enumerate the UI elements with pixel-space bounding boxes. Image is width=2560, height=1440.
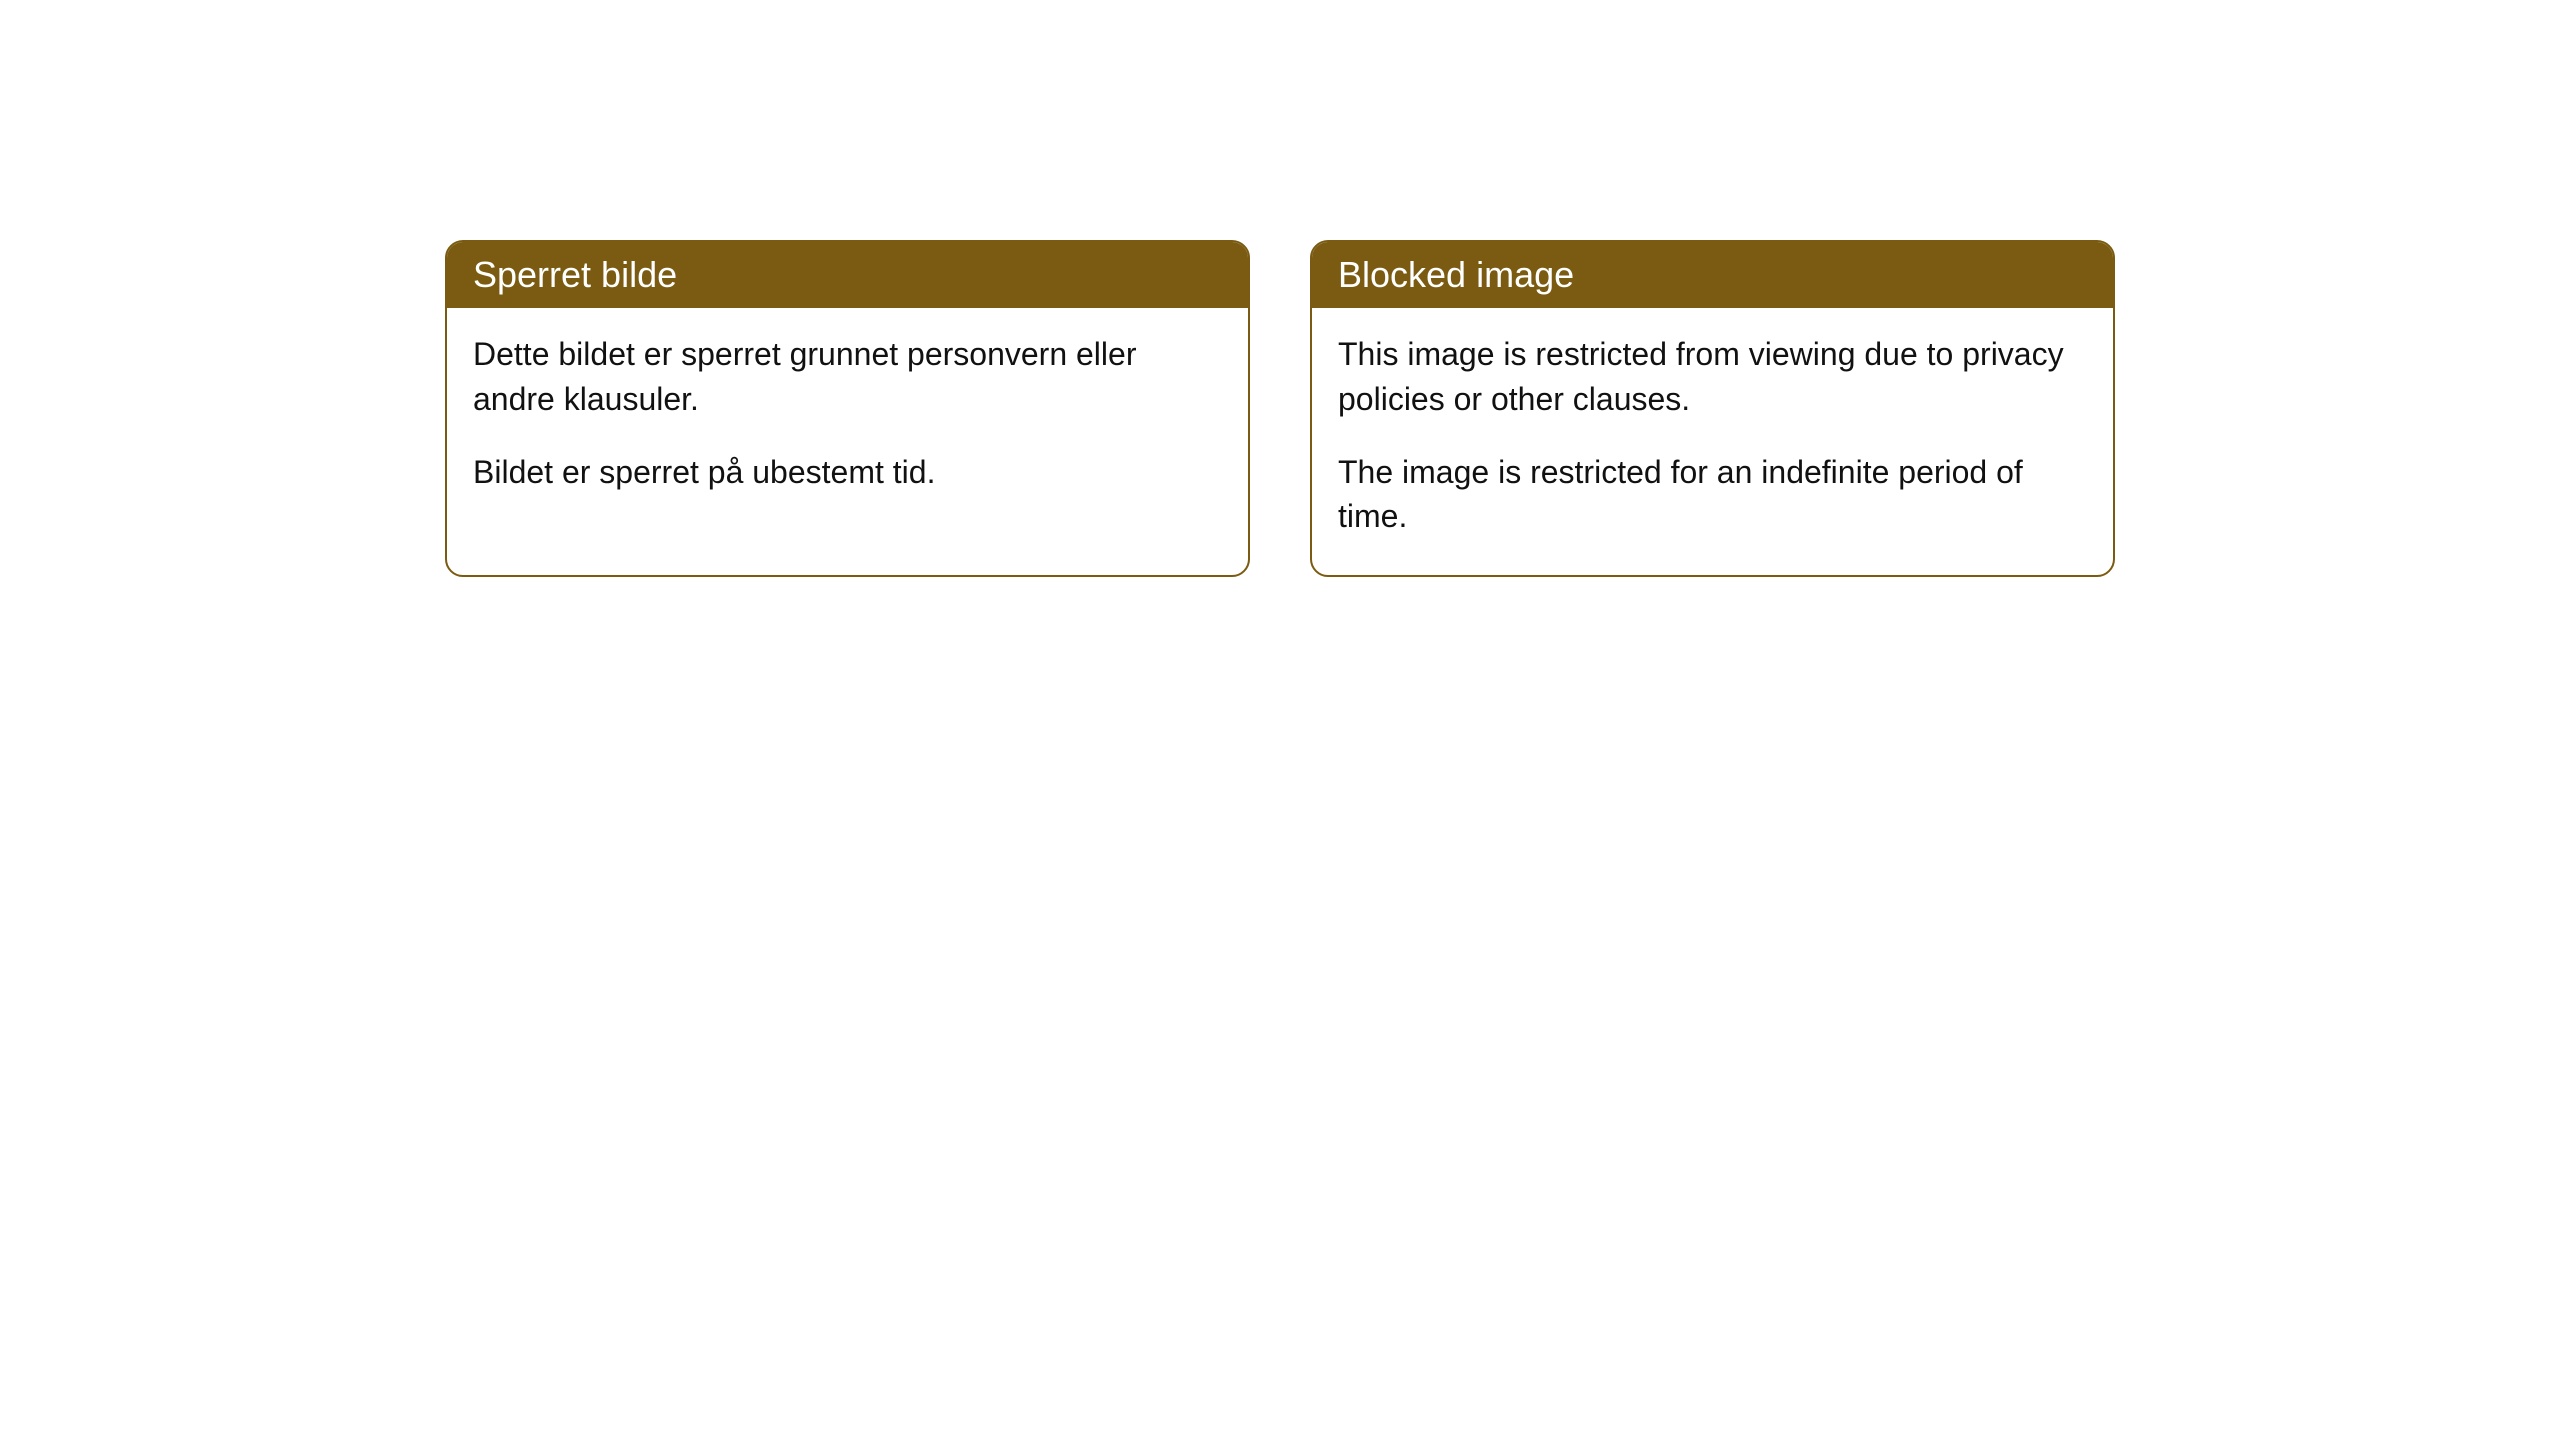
card-paragraph: Dette bildet er sperret grunnet personve… <box>473 332 1222 422</box>
card-paragraph: This image is restricted from viewing du… <box>1338 332 2087 422</box>
card-paragraph: Bildet er sperret på ubestemt tid. <box>473 450 1222 495</box>
card-title: Blocked image <box>1338 254 1574 295</box>
card-paragraph: The image is restricted for an indefinit… <box>1338 450 2087 540</box>
notice-card-norwegian: Sperret bilde Dette bildet er sperret gr… <box>445 240 1250 577</box>
notice-container: Sperret bilde Dette bildet er sperret gr… <box>0 240 2560 577</box>
card-body: This image is restricted from viewing du… <box>1312 308 2113 575</box>
card-header: Sperret bilde <box>447 242 1248 308</box>
card-body: Dette bildet er sperret grunnet personve… <box>447 308 1248 530</box>
card-title: Sperret bilde <box>473 254 677 295</box>
card-header: Blocked image <box>1312 242 2113 308</box>
notice-card-english: Blocked image This image is restricted f… <box>1310 240 2115 577</box>
